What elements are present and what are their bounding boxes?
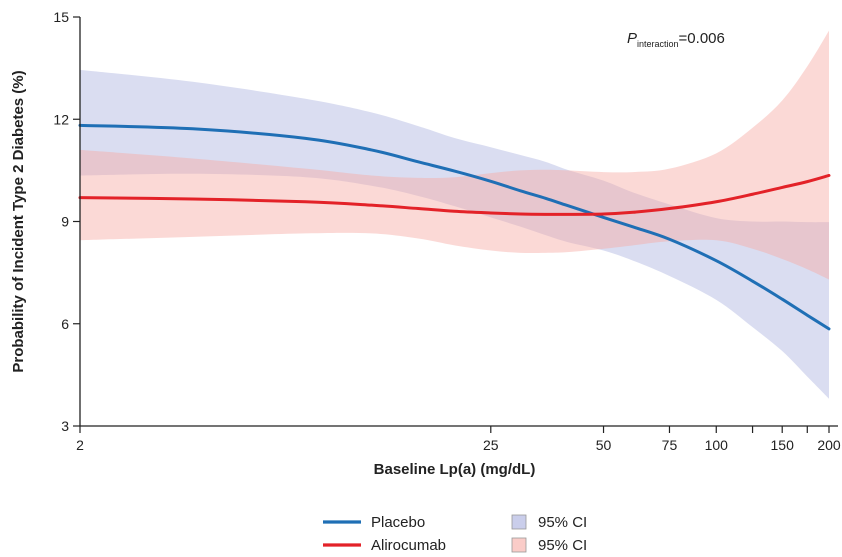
annotation-subscript: interaction	[637, 39, 679, 49]
series-line-alirocumab	[78, 173, 831, 216]
legend-ci-label-placebo: 95% CI	[538, 514, 587, 531]
y-tick-label-12: 12	[53, 111, 69, 127]
x-tick-label-150: 150	[771, 437, 795, 453]
y-axis-title: Probability of Incident Type 2 Diabetes …	[10, 70, 27, 372]
annotation-p: P	[627, 30, 637, 47]
legend-ci-swatch-placebo	[511, 514, 527, 530]
series-lines	[78, 123, 831, 331]
legend: Placebo Alirocumab 95% CI 95% CI	[323, 514, 587, 554]
y-tick-label-15: 15	[53, 9, 69, 25]
x-tick-label-200: 200	[817, 437, 841, 453]
y-tick-label-3: 3	[61, 418, 69, 434]
x-tick-label-75: 75	[662, 437, 678, 453]
x-tick-label-25: 25	[483, 437, 499, 453]
legend-label-placebo: Placebo	[371, 514, 425, 531]
x-tick-label-100: 100	[705, 437, 729, 453]
ci-band-alirocumab	[80, 30, 829, 280]
x-ticks: 2 25 50 75 100 150 200	[76, 426, 841, 453]
ci-bands	[80, 30, 829, 399]
y-tick-label-6: 6	[61, 316, 69, 332]
series-line-placebo	[78, 123, 831, 331]
ci-band-placebo	[80, 69, 829, 399]
x-axis-title: Baseline Lp(a) (mg/dL)	[374, 461, 536, 478]
legend-ci-swatch-alirocumab	[511, 537, 527, 553]
legend-ci-label-alirocumab: 95% CI	[538, 537, 587, 554]
annotation-value: =0.006	[679, 30, 725, 47]
x-tick-label-2: 2	[76, 437, 84, 453]
legend-label-alirocumab: Alirocumab	[371, 537, 446, 554]
y-tick-label-9: 9	[61, 214, 69, 230]
p-interaction-annotation: Pinteraction=0.006	[627, 30, 725, 49]
x-tick-label-50: 50	[596, 437, 612, 453]
y-ticks: 3 6 9 12 15	[53, 9, 80, 434]
